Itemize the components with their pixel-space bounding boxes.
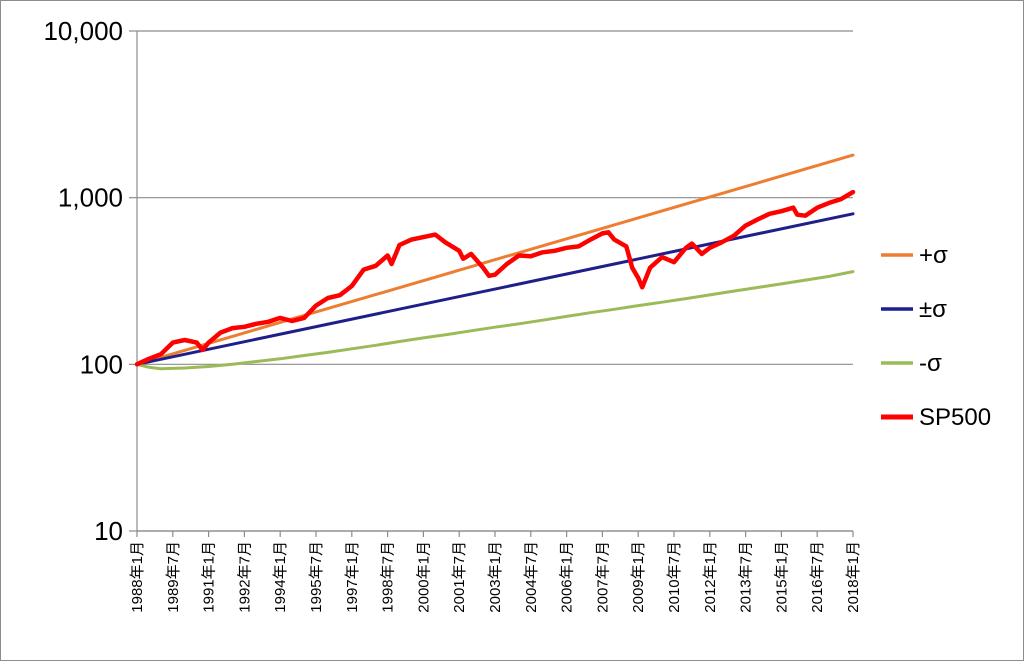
x-tick-label: 1995年7月 — [308, 541, 325, 613]
x-tick-label: 2015年1月 — [773, 541, 790, 613]
legend-label: ±σ — [919, 296, 947, 323]
y-tick-label: 100 — [80, 349, 123, 379]
x-tick-label: 2003年1月 — [487, 541, 504, 613]
series-line-1 — [135, 153, 855, 366]
x-tick-label: 2004年7月 — [523, 541, 540, 613]
legend-label: +σ — [919, 242, 948, 269]
series-line-3 — [135, 270, 855, 371]
x-tick-label: 2016年7月 — [809, 541, 826, 613]
x-tick-label: 2001年7月 — [451, 541, 468, 613]
series-line-2 — [135, 212, 855, 366]
legend-label: -σ — [919, 350, 942, 377]
gridlines — [129, 30, 853, 532]
series-lines — [134, 153, 856, 371]
axes — [136, 31, 853, 532]
x-tick-label: 1992年7月 — [236, 541, 253, 613]
y-tick-label: 10 — [94, 516, 123, 546]
x-tick-label: 1994年1月 — [272, 541, 289, 613]
y-axis-tick-labels: 10 100 1,000 10,000 — [43, 16, 123, 546]
y-tick-label: 1,000 — [58, 183, 123, 213]
x-tick-label: 1991年1月 — [201, 541, 218, 613]
x-tick-label: 1997年1月 — [344, 541, 361, 613]
x-tick-label: 2012年1月 — [702, 541, 719, 613]
x-tick-label: 1998年7月 — [380, 541, 397, 613]
x-tick-label: 2018年1月 — [845, 541, 862, 613]
x-tick-label: 2010年7月 — [666, 541, 683, 613]
series-line-4 — [134, 189, 856, 367]
x-tick-label: 2006年1月 — [559, 541, 576, 613]
x-tick-label: 2013年7月 — [738, 541, 755, 613]
y-tick-label: 10,000 — [43, 16, 123, 46]
x-tick-label: 2009年1月 — [630, 541, 647, 613]
x-tick-label: 2007年7月 — [594, 541, 611, 613]
x-tick-label: 1988年1月 — [129, 541, 146, 613]
x-tick-label: 1989年7月 — [165, 541, 182, 613]
x-tick-label: 2000年1月 — [415, 541, 432, 613]
legend-label: SP500 — [919, 404, 991, 431]
legend: +σ ±σ -σ SP500 — [881, 242, 991, 431]
x-axis-tick-labels: 1988年1月 1989年7月 1991年1月 1992年7月 1994年1月 1995年… — [129, 531, 862, 613]
